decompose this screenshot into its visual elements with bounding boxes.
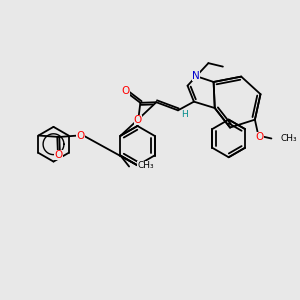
Text: O: O — [134, 115, 142, 125]
Text: O: O — [76, 130, 85, 140]
Text: H: H — [181, 110, 188, 119]
Text: CH₃: CH₃ — [137, 161, 154, 170]
Text: O: O — [54, 150, 63, 160]
Text: N: N — [192, 71, 200, 81]
Text: O: O — [256, 132, 264, 142]
Text: CH₃: CH₃ — [281, 134, 297, 143]
Text: O: O — [122, 85, 130, 96]
